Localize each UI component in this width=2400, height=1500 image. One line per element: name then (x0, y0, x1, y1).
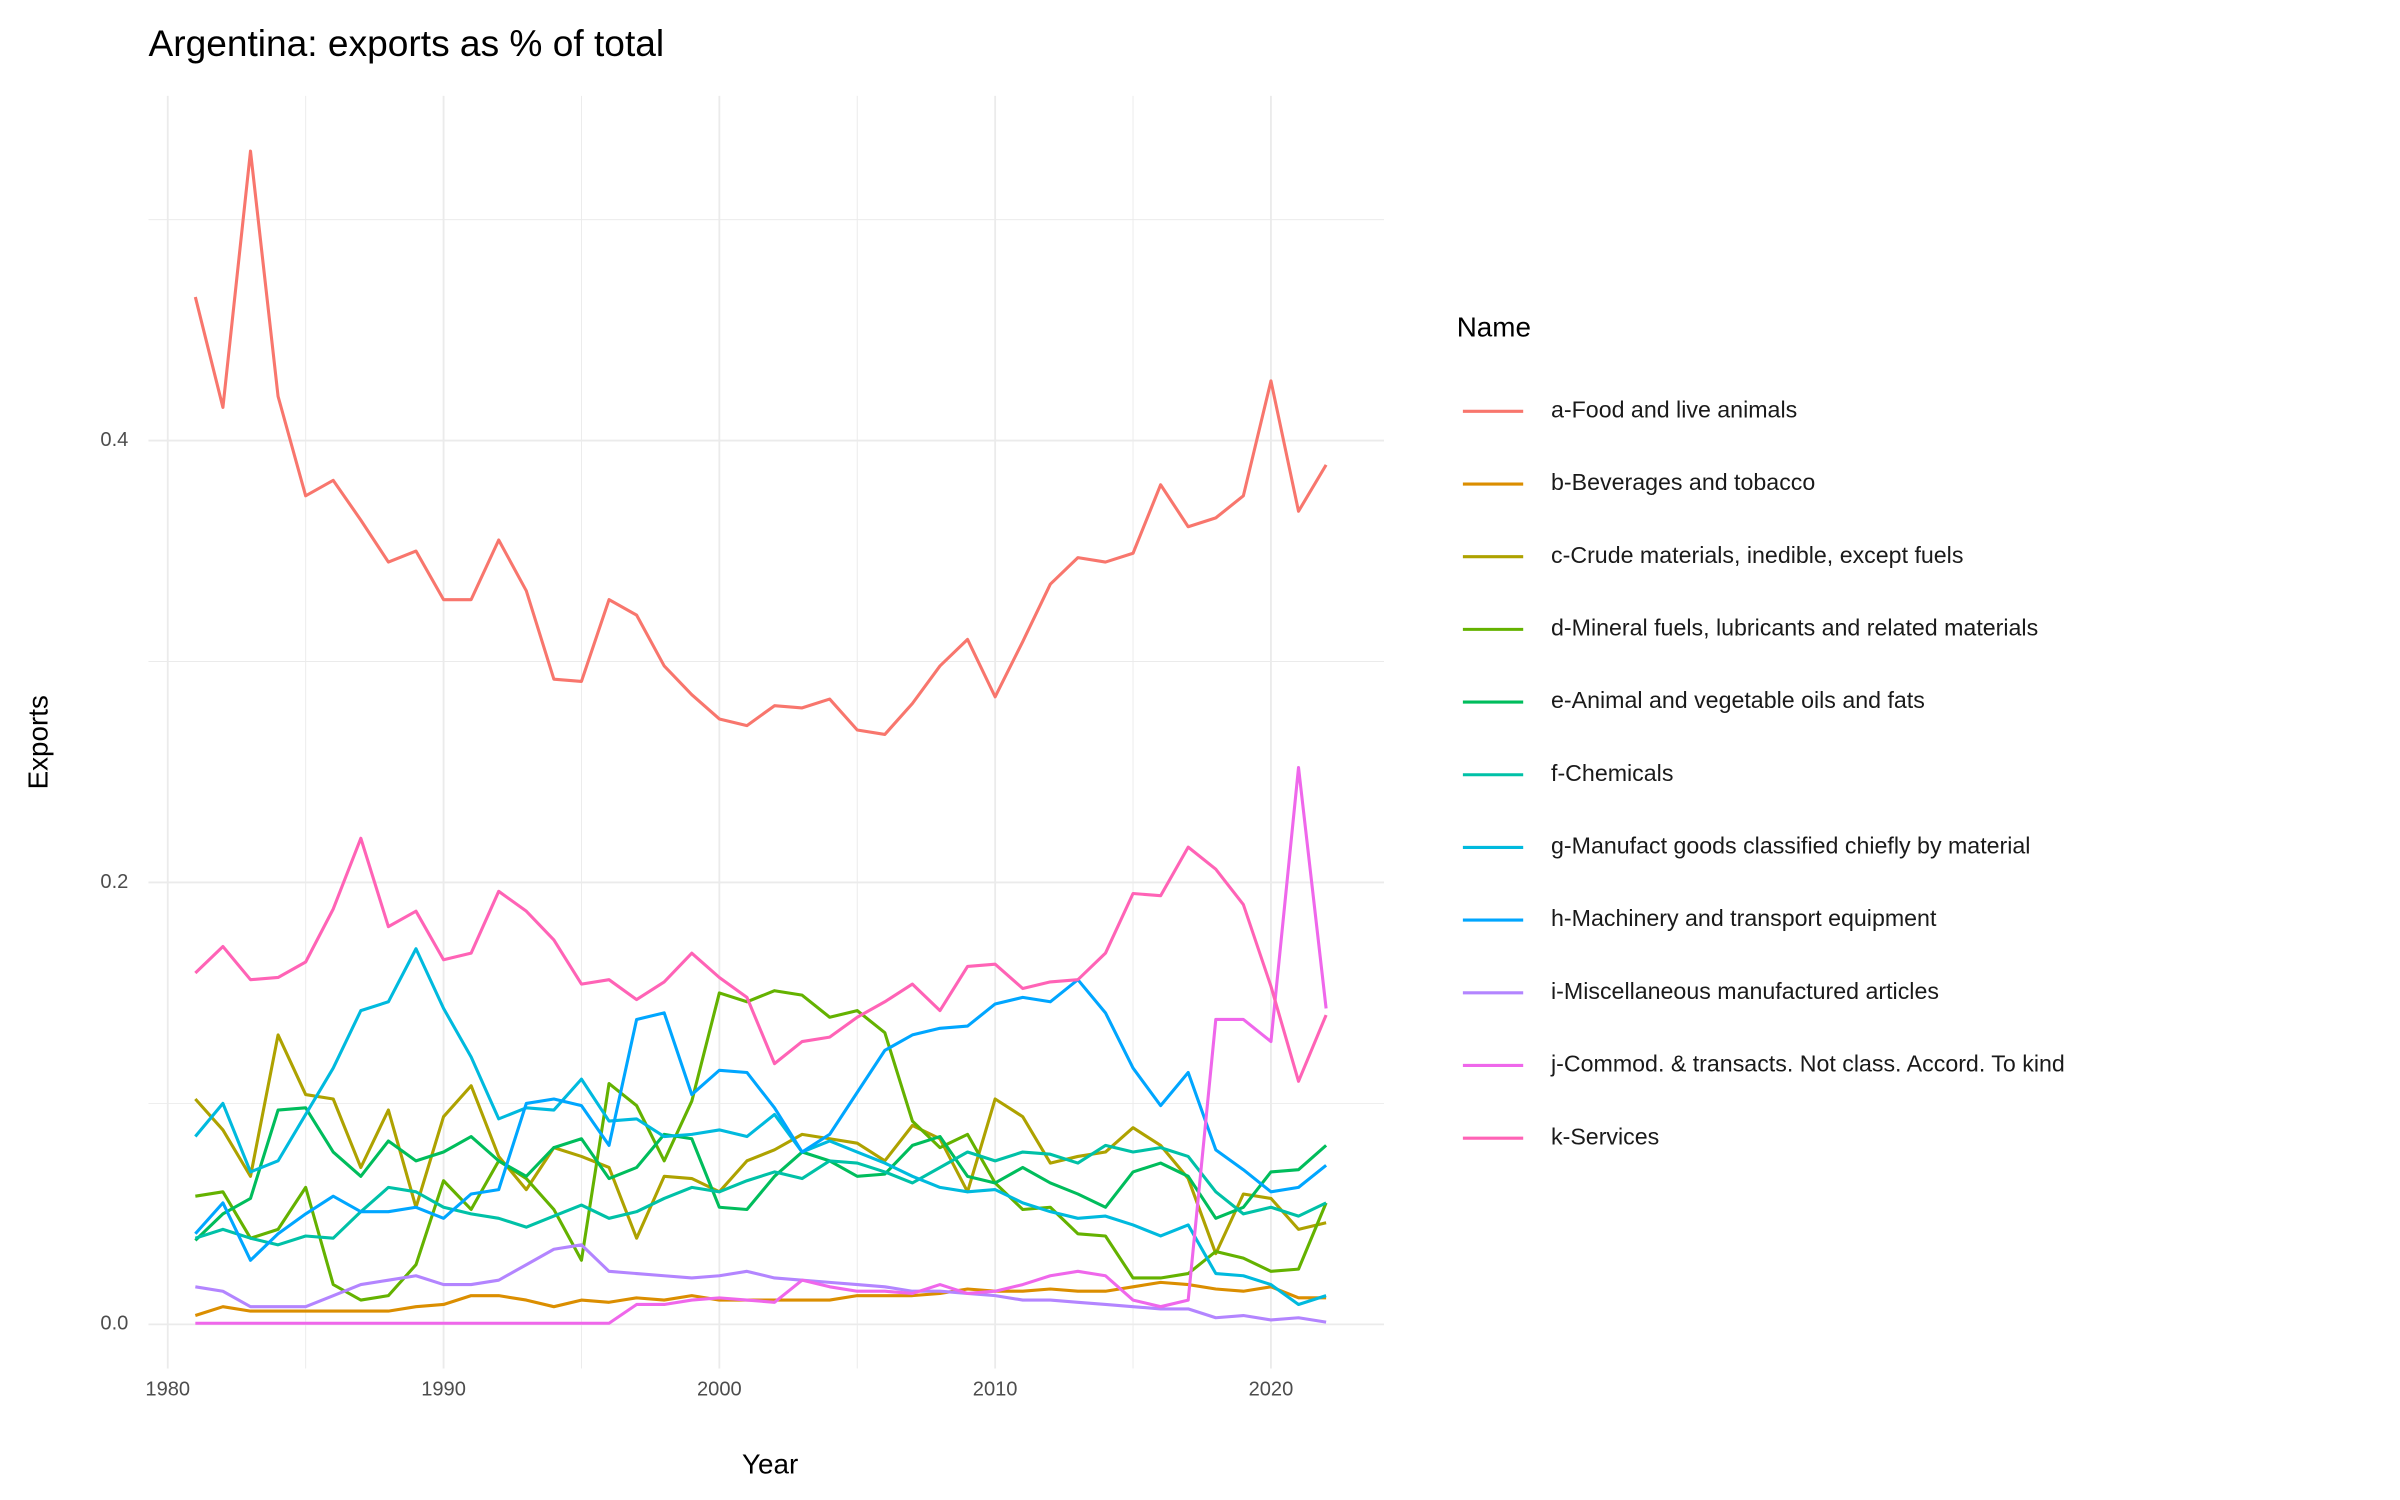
x-tick-label: 2000 (697, 1379, 742, 1401)
y-axis-label: Exports (23, 695, 54, 789)
y-tick-label: 0.4 (100, 429, 128, 451)
legend-label: d-Mineral fuels, lubricants and related … (1551, 615, 2038, 641)
x-axis-label: Year (742, 1448, 798, 1479)
legend-label: f-Chemicals (1551, 760, 1673, 786)
legend-label: k-Services (1551, 1123, 1659, 1149)
series-line (194, 1143, 1327, 1247)
series-line (195, 989, 1328, 1302)
series-line (194, 1033, 1327, 1256)
x-tick-label: 2020 (1249, 1379, 1294, 1401)
legend-label: a-Food and live animals (1551, 396, 1797, 422)
y-tick-label: 0.0 (100, 1313, 128, 1335)
x-tick-label: 1990 (421, 1379, 466, 1401)
chart-title: Argentina: exports as % of total (148, 22, 664, 64)
legend-label: e-Animal and vegetable oils and fats (1551, 687, 1925, 713)
y-tick-label: 0.2 (100, 871, 128, 893)
series-line (193, 149, 1328, 736)
x-tick-label: 2010 (973, 1379, 1018, 1401)
series-line (195, 1243, 1327, 1324)
legend-label: g-Manufact goods classified chiefly by m… (1551, 833, 2030, 859)
series-line (195, 766, 1328, 1325)
series-line (194, 836, 1328, 1083)
legend-title: Name (1457, 312, 1531, 343)
legend-label: c-Crude materials, inedible, except fuel… (1551, 542, 1963, 568)
x-tick-label: 1980 (145, 1379, 190, 1401)
legend-label: j-Commod. & transacts. Not class. Accord… (1550, 1051, 2065, 1077)
legend-label: b-Beverages and tobacco (1551, 469, 1815, 495)
legend-label: h-Machinery and transport equipment (1551, 905, 1937, 931)
series-line (194, 978, 1328, 1262)
legend-label: i-Miscellaneous manufactured articles (1551, 978, 1939, 1004)
series-line (194, 947, 1327, 1307)
series-line (194, 1106, 1328, 1242)
grid (148, 95, 1385, 1369)
